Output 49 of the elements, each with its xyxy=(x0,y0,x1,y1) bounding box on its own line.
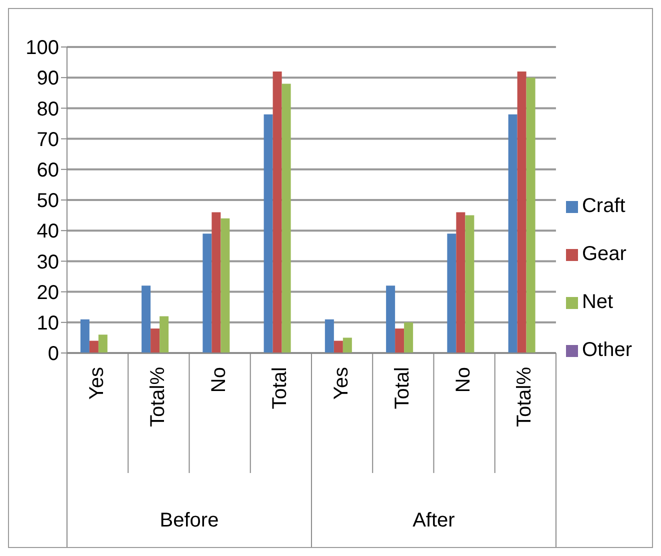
bar xyxy=(212,212,221,353)
bar xyxy=(456,212,466,353)
y-tick-label: 70 xyxy=(36,128,59,151)
y-tick-label: 100 xyxy=(26,37,59,60)
bar xyxy=(160,316,169,353)
bar xyxy=(404,322,414,353)
bar xyxy=(526,78,536,353)
legend-label: Craft xyxy=(582,195,626,217)
x-tick-label: Total% xyxy=(146,366,169,428)
bar xyxy=(150,328,160,353)
bar xyxy=(98,334,108,353)
bar xyxy=(272,71,282,353)
text: Before xyxy=(160,509,219,532)
y-tick-label: 20 xyxy=(36,282,59,304)
y-tick-label: 0 xyxy=(48,343,59,366)
bar xyxy=(220,218,230,353)
y-tick-label: 50 xyxy=(36,190,59,212)
x-tick-label: Total xyxy=(269,367,292,410)
legend-label: Gear xyxy=(582,243,626,265)
bar xyxy=(264,114,273,353)
y-tick-label: 90 xyxy=(36,68,59,90)
x-tick-label: Yes xyxy=(86,367,108,400)
legend-label: Other xyxy=(582,339,632,361)
y-tick-label: 10 xyxy=(36,312,59,334)
y-tick-label: 30 xyxy=(36,251,59,274)
text: After xyxy=(412,509,456,532)
x-tick-label: Total xyxy=(391,367,414,410)
y-tick-label: 80 xyxy=(36,98,59,120)
bar xyxy=(517,71,526,353)
bar xyxy=(202,234,212,353)
bar xyxy=(395,328,404,353)
bar xyxy=(80,319,90,353)
bar xyxy=(386,286,396,353)
legend-label: Net xyxy=(582,291,614,313)
bar xyxy=(282,84,291,353)
bar xyxy=(342,338,352,353)
x-tick-label: No xyxy=(208,367,230,393)
x-tick-label: Total% xyxy=(514,366,536,428)
bar xyxy=(324,319,334,353)
y-tick-label: 60 xyxy=(36,160,59,182)
bar xyxy=(334,340,343,353)
x-tick-label: No xyxy=(452,367,475,393)
bar xyxy=(142,286,151,353)
bar xyxy=(465,215,474,353)
bar xyxy=(508,114,518,353)
y-tick-label: 40 xyxy=(36,220,59,243)
x-tick-label: Yes xyxy=(330,367,352,400)
bar xyxy=(89,340,98,353)
bar xyxy=(447,234,456,353)
